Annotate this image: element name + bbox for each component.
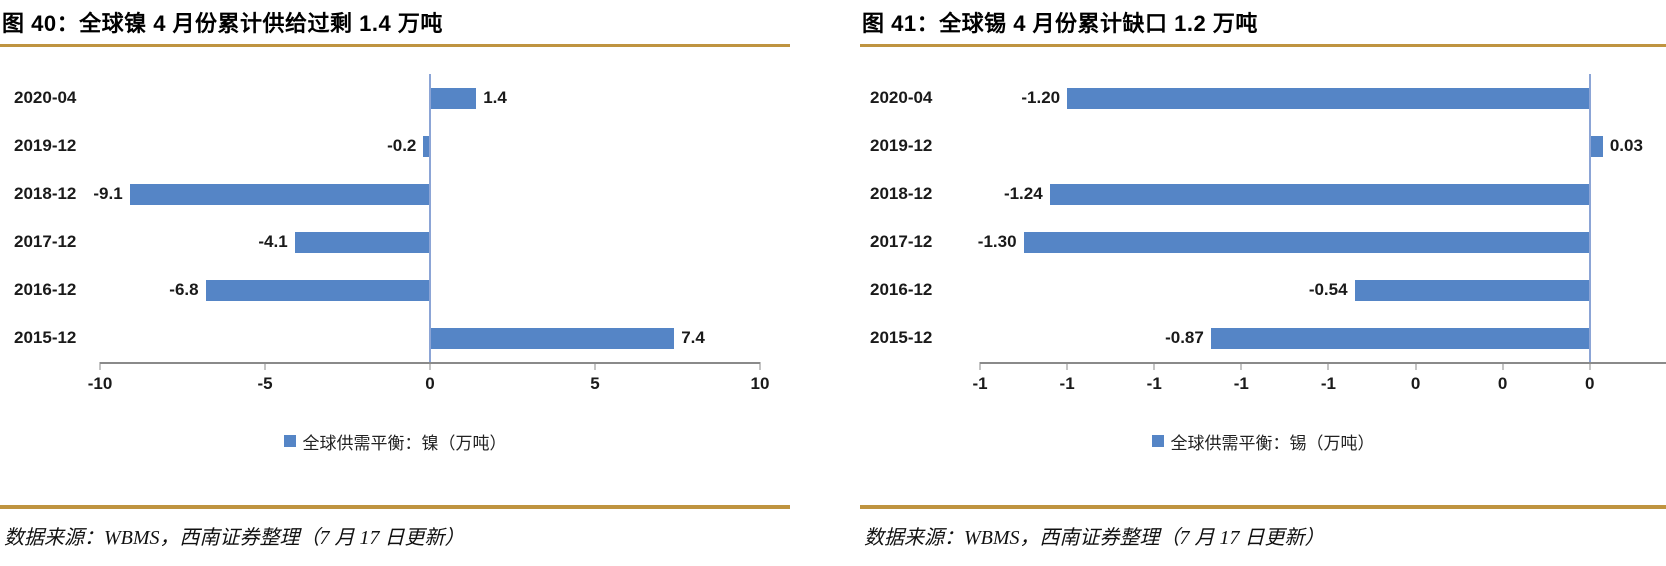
zero-axis-line	[1588, 74, 1591, 364]
category-label: 2015-12	[14, 328, 77, 347]
x-tick-label: 0	[1410, 374, 1421, 393]
bar	[1210, 327, 1590, 349]
value-label: -0.54	[1308, 280, 1348, 299]
x-tick-mark	[594, 362, 596, 370]
x-tick-label: -5	[257, 374, 273, 393]
zero-axis-line	[429, 74, 431, 364]
x-tick-label: -1	[1146, 374, 1162, 393]
x-tick-mark	[99, 362, 101, 370]
bar	[430, 87, 477, 109]
x-tick-mark	[1153, 362, 1155, 370]
x-tick-mark	[1589, 362, 1591, 370]
x-tick-label: 5	[590, 374, 600, 393]
x-tick-label: 0	[1497, 374, 1508, 393]
x-tick-label: 0	[425, 374, 435, 393]
bar	[1589, 135, 1603, 157]
category-label: 2017-12	[14, 232, 77, 251]
x-tick-mark	[429, 362, 431, 370]
x-tick-mark	[1327, 362, 1329, 370]
footer-divider	[0, 505, 790, 509]
value-label: -0.87	[1165, 328, 1204, 347]
legend-marker-icon	[1151, 435, 1164, 447]
value-label: -9.1	[93, 184, 123, 203]
bar	[430, 327, 675, 349]
x-tick-label: -1	[1059, 374, 1075, 393]
figure-title: 图 40：全球镍 4 月份累计供给过剩 1.4 万吨	[2, 11, 443, 36]
category-label: 2020-04	[14, 88, 77, 107]
value-label: 1.4	[483, 88, 507, 107]
bar	[1049, 183, 1590, 205]
category-label: 2016-12	[14, 280, 77, 299]
bar	[129, 183, 430, 205]
category-label: 2018-12	[870, 184, 933, 203]
nickel-balance-chart: 1.4 -0.2 -9.1 -4.1 -6.8 7.4 -10 -5 0 5 10 2020-04 2…	[0, 74, 790, 404]
footer-divider	[860, 505, 1666, 509]
x-tick-label: 10	[750, 374, 770, 393]
category-label: 2020-04	[870, 88, 933, 107]
value-label: -1.30	[977, 232, 1017, 251]
value-label: 7.4	[681, 328, 705, 347]
figure-title: 图 41：全球锡 4 月份累计缺口 1.2 万吨	[862, 11, 1258, 36]
chart-plot-area: 1.4 -0.2 -9.1 -4.1 -6.8 7.4 -10 -5 0 5 10	[88, 74, 769, 393]
bar	[1067, 87, 1590, 109]
bar	[205, 279, 430, 301]
x-tick-mark	[1240, 362, 1242, 370]
x-tick-label: 0	[1585, 374, 1595, 393]
category-label: 2017-12	[870, 232, 933, 251]
x-tick-mark	[1502, 362, 1504, 370]
value-label: 0.03	[1609, 136, 1643, 155]
x-tick-mark	[1415, 362, 1417, 370]
chart-legend: 全球供需平衡：锡（万吨）	[860, 430, 1666, 453]
legend-label: 全球供需平衡：镍（万吨）	[302, 433, 507, 453]
category-label: 2019-12	[870, 136, 933, 155]
bar	[423, 135, 430, 157]
title-divider	[860, 44, 1666, 47]
category-label: 2018-12	[14, 184, 77, 203]
figure-panel-nickel: 图 40：全球镍 4 月份累计供给过剩 1.4 万吨 1.4 -0.2 -9.1 -4…	[0, 0, 790, 566]
x-tick-label: -1	[972, 374, 988, 393]
value-label: -0.2	[387, 136, 417, 155]
value-label: -6.8	[169, 280, 199, 299]
value-label: -1.24	[1003, 184, 1043, 203]
title-divider	[0, 44, 790, 47]
figure-panel-tin: 图 41：全球锡 4 月份累计缺口 1.2 万吨 -1.20 0.03 -1.24-…	[860, 0, 1666, 566]
bar	[1354, 279, 1590, 301]
category-label: 2019-12	[14, 136, 77, 155]
value-label: -1.20	[1021, 88, 1061, 107]
x-tick-label: -1	[1320, 374, 1336, 393]
tin-balance-chart: -1.20 0.03 -1.24 -1.30 -0.54 -0.87 -1 -1 -1 -1 -1 0…	[860, 74, 1666, 404]
legend-label: 全球供需平衡：锡（万吨）	[1170, 433, 1375, 453]
category-label: 2015-12	[870, 328, 933, 347]
category-label: 2016-12	[870, 280, 933, 299]
x-tick-mark	[1066, 362, 1068, 370]
data-source-note: 数据来源：WBMS，西南证券整理（7 月 17 日更新）	[4, 527, 465, 549]
data-source-note: 数据来源：WBMS，西南证券整理（7 月 17 日更新）	[864, 527, 1325, 549]
legend-marker-icon	[283, 435, 296, 447]
value-label: -4.1	[258, 232, 288, 251]
chart-plot-area: -1.20 0.03 -1.24 -1.30 -0.54 -0.87 -1 -1 -1 -1 -1 0…	[972, 74, 1666, 393]
bar	[294, 231, 430, 253]
chart-legend: 全球供需平衡：镍（万吨）	[0, 430, 790, 453]
x-tick-label: -10	[87, 374, 113, 393]
x-tick-mark	[759, 362, 761, 370]
x-tick-label: -1	[1233, 374, 1249, 393]
x-axis-line	[980, 362, 1666, 364]
bar	[1023, 231, 1590, 253]
x-tick-mark	[264, 362, 266, 370]
x-tick-mark	[979, 362, 981, 370]
